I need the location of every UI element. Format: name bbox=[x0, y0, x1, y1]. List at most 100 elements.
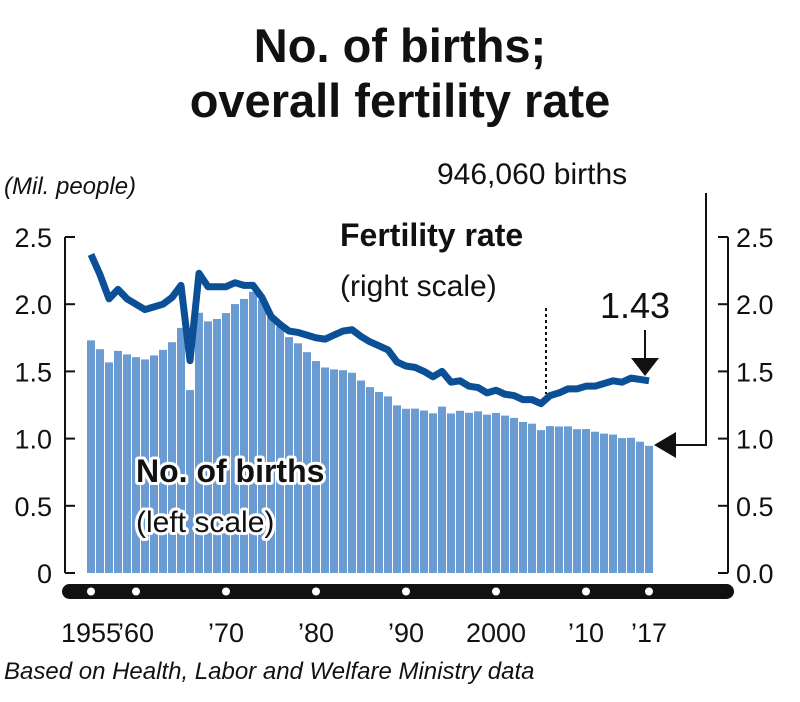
bar-1980 bbox=[312, 361, 320, 573]
bar-1964 bbox=[168, 342, 176, 573]
bar-1971 bbox=[231, 304, 239, 573]
births-arrow-icon bbox=[654, 432, 676, 458]
bar-1983 bbox=[339, 370, 347, 573]
bar-1974 bbox=[258, 300, 266, 573]
bar-2016 bbox=[636, 441, 644, 573]
bar-1978 bbox=[294, 343, 302, 573]
bar-1959 bbox=[123, 354, 131, 573]
x-tick-label: ’10 bbox=[568, 618, 604, 648]
left-tick-label: 2.5 bbox=[14, 223, 52, 253]
x-axis-dot bbox=[87, 587, 95, 596]
x-axis-dot bbox=[645, 587, 653, 596]
bar-1966 bbox=[186, 390, 194, 573]
x-tick-label: ’80 bbox=[298, 618, 334, 648]
bar-1969 bbox=[213, 318, 221, 573]
x-axis-dot bbox=[132, 587, 140, 596]
x-axis-dot bbox=[402, 587, 410, 596]
left-axis-unit: (Mil. people) bbox=[4, 173, 136, 200]
bar-1990 bbox=[402, 408, 410, 573]
bar-1994 bbox=[438, 406, 446, 573]
chart-title-line1: No. of births; bbox=[254, 19, 546, 72]
x-tick-label: ’90 bbox=[388, 618, 424, 648]
bar-1958 bbox=[114, 350, 122, 573]
bar-1965 bbox=[177, 327, 185, 573]
bar-1961 bbox=[141, 359, 149, 573]
left-tick-label: 0 bbox=[37, 559, 52, 589]
bar-1976 bbox=[276, 326, 284, 573]
right-tick-label: 0.0 bbox=[736, 559, 774, 589]
bar-1984 bbox=[348, 372, 356, 573]
x-axis-bar bbox=[62, 584, 734, 599]
bar-2009 bbox=[573, 429, 581, 573]
fertility-rate-line bbox=[87, 253, 650, 408]
bar-1977 bbox=[285, 337, 293, 573]
bar-1982 bbox=[330, 369, 338, 573]
x-tick-label: ’17 bbox=[631, 618, 667, 648]
x-tick-label: 2000 bbox=[466, 618, 526, 648]
source-note: Based on Health, Labor and Welfare Minis… bbox=[4, 658, 535, 685]
bar-1963 bbox=[159, 349, 167, 573]
bar-2017 bbox=[645, 445, 653, 573]
rate-latest-annotation: 1.43 bbox=[600, 285, 670, 326]
births-bars bbox=[87, 291, 653, 573]
bar-2013 bbox=[609, 434, 617, 573]
bar-2008 bbox=[564, 426, 572, 573]
bar-1970 bbox=[222, 313, 230, 573]
births-latest-annotation: 946,060 births bbox=[437, 158, 627, 191]
bar-1975 bbox=[267, 317, 275, 573]
bar-1993 bbox=[429, 413, 437, 573]
x-tick-label: ’70 bbox=[208, 618, 244, 648]
right-tick-label: 0.5 bbox=[736, 492, 774, 522]
bar-1955 bbox=[87, 340, 95, 573]
bar-1972 bbox=[240, 298, 248, 573]
bar-2003 bbox=[519, 421, 527, 573]
bar-2005 bbox=[537, 430, 545, 573]
bar-1986 bbox=[366, 387, 374, 573]
bar-2010 bbox=[582, 429, 590, 573]
bar-1981 bbox=[321, 367, 329, 573]
bar-1985 bbox=[357, 380, 365, 573]
right-tick-label: 1.5 bbox=[736, 357, 774, 387]
fertility-rate-sublabel: (right scale) bbox=[340, 270, 497, 303]
bar-2002 bbox=[510, 417, 518, 573]
bar-1997 bbox=[465, 412, 473, 573]
births-annotation-leader bbox=[674, 193, 707, 446]
bar-1960 bbox=[132, 357, 140, 573]
bar-1989 bbox=[393, 405, 401, 573]
left-tick-label: 1.5 bbox=[14, 357, 52, 387]
bar-1979 bbox=[303, 352, 311, 573]
x-axis-dot bbox=[312, 587, 320, 596]
right-tick-label: 2.5 bbox=[736, 223, 774, 253]
left-tick-label: 1.0 bbox=[14, 425, 52, 455]
fertility-rate-label: Fertility rate bbox=[340, 217, 523, 253]
bar-1956 bbox=[96, 349, 104, 573]
bar-1999 bbox=[483, 414, 491, 573]
x-axis-dot bbox=[582, 587, 590, 596]
x-axis-dot bbox=[222, 587, 230, 596]
bar-1987 bbox=[375, 391, 383, 573]
bar-2011 bbox=[591, 431, 599, 573]
bar-1957 bbox=[105, 362, 113, 573]
x-tick-label: ’60 bbox=[118, 618, 154, 648]
bar-2014 bbox=[618, 438, 626, 573]
right-tick-label: 2.0 bbox=[736, 290, 774, 320]
bar-1995 bbox=[447, 413, 455, 573]
bar-2015 bbox=[627, 437, 635, 573]
chart-title-line2: overall fertility rate bbox=[190, 74, 611, 127]
bar-1998 bbox=[474, 411, 482, 573]
left-tick-label: 2.0 bbox=[14, 290, 52, 320]
bar-1973 bbox=[249, 291, 257, 573]
bar-2012 bbox=[600, 433, 608, 573]
bar-2004 bbox=[528, 423, 536, 573]
x-axis-dot bbox=[492, 587, 500, 596]
bar-1991 bbox=[411, 408, 419, 573]
bar-1968 bbox=[204, 321, 212, 573]
bar-1962 bbox=[150, 355, 158, 573]
bar-1996 bbox=[456, 410, 464, 573]
bar-1967 bbox=[195, 312, 203, 573]
rate-arrow-icon bbox=[631, 358, 659, 376]
bar-2006 bbox=[546, 426, 554, 573]
x-tick-label: 1955 bbox=[61, 618, 121, 648]
left-tick-label: 0.5 bbox=[14, 492, 52, 522]
